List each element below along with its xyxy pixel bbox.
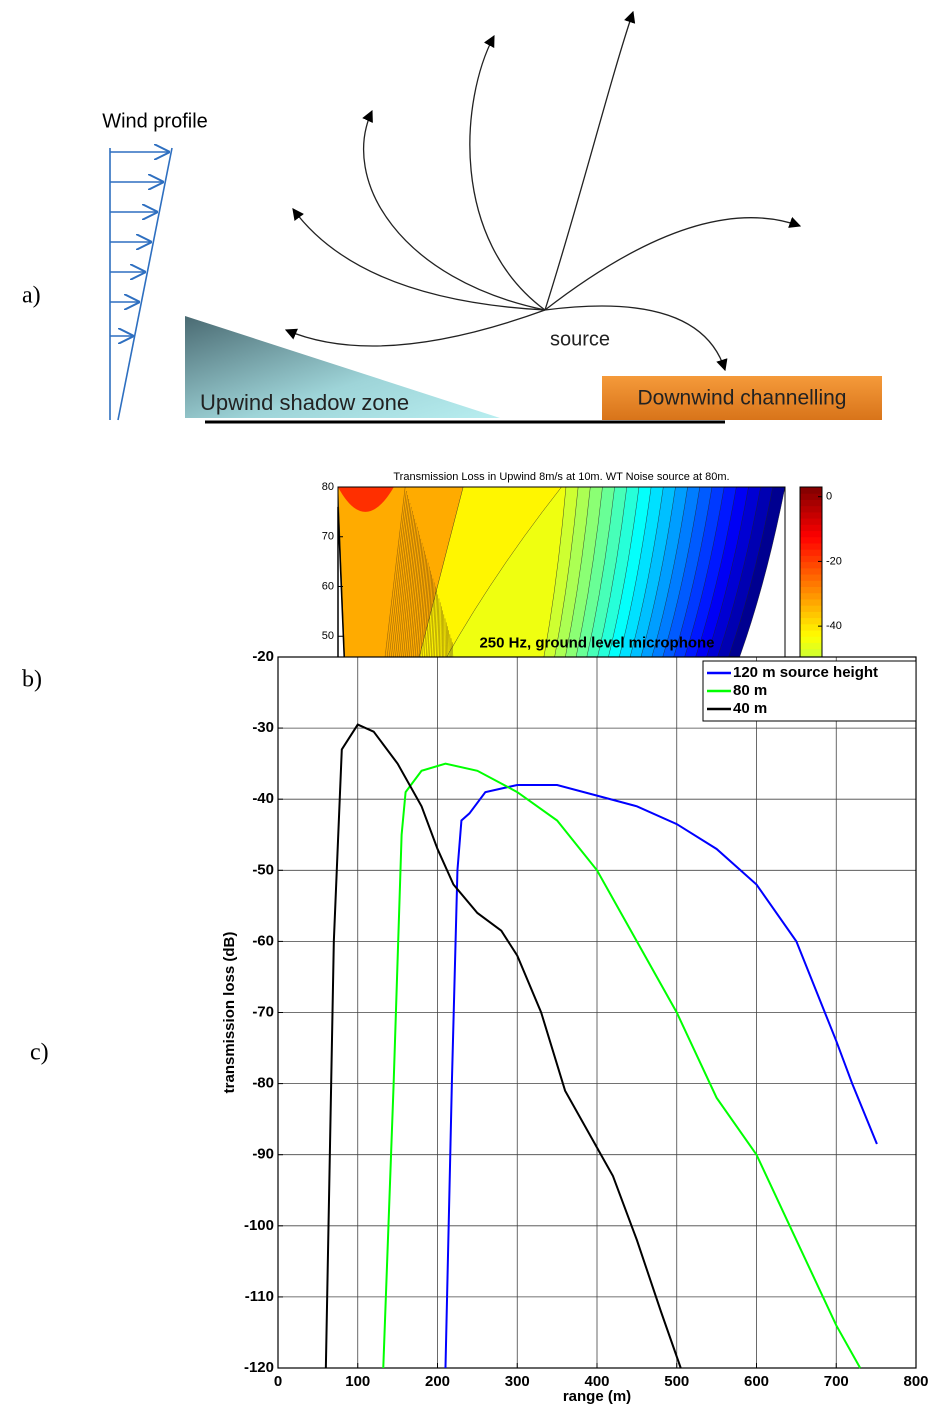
x-axis-label: range (m) [563,1388,631,1405]
y-tick-label: -80 [252,1075,274,1092]
y-tick-label: 80 [322,481,334,493]
y-tick-label: -30 [252,719,274,736]
colorbar-cell [800,599,822,606]
colorbar-tick-label: -20 [826,555,842,567]
x-tick-label: 500 [664,1373,689,1390]
colorbar-cell [800,524,822,531]
legend-label: 120 m source height [733,664,878,681]
colorbar-cell [800,568,822,575]
colorbar-cell [800,593,822,600]
x-tick-label: 300 [505,1373,530,1390]
colorbar-cell [800,499,822,506]
colorbar-cell [800,543,822,550]
colorbar-cell [800,580,822,587]
panel-label: c) [30,1040,49,1066]
x-tick-label: 600 [744,1373,769,1390]
colorbar-cell [800,562,822,569]
y-tick-label: -70 [252,1003,274,1020]
colorbar-cell [800,537,822,544]
colorbar-cell [800,611,822,618]
colorbar-cell [800,518,822,525]
y-tick-label: -50 [252,861,274,878]
y-tick-label: 50 [322,630,334,642]
y-tick-label: -120 [244,1359,274,1376]
colorbar-cell [800,506,822,513]
y-tick-label: -90 [252,1146,274,1163]
downwind-label: Downwind channelling [638,387,847,410]
legend-label: 80 m [733,682,767,699]
colorbar-cell [800,574,822,581]
chart-title: Transmission Loss in Upwind 8m/s at 10m.… [393,471,729,483]
y-tick-label: -20 [252,648,274,665]
source-label: source [550,328,610,350]
upwind-label: Upwind shadow zone [200,390,409,415]
wind-profile-label: Wind profile [102,110,208,132]
y-tick-label: -100 [244,1217,274,1234]
x-tick-label: 700 [824,1373,849,1390]
colorbar-tick-label: -40 [826,620,842,632]
colorbar-cell [800,649,822,656]
colorbar-cell [800,531,822,538]
y-axis-label: transmission loss (dB) [221,932,238,1094]
colorbar-cell [800,618,822,625]
wind-profile [110,148,172,420]
y-tick-label: 70 [322,531,334,543]
colorbar-cell [800,624,822,631]
colorbar-cell [800,512,822,519]
colorbar-cell [800,487,822,494]
y-tick-label: -40 [252,790,274,807]
colorbar-cell [800,549,822,556]
x-tick-label: 0 [274,1373,282,1390]
colorbar-cell [800,636,822,643]
panel-label: a) [22,283,41,309]
y-tick-label: 60 [322,580,334,592]
y-tick-label: -60 [252,932,274,949]
panel-label: b) [22,667,42,693]
colorbar-cell [800,642,822,649]
x-tick-label: 100 [345,1373,370,1390]
x-tick-label: 200 [425,1373,450,1390]
wind-diagram: Wind profile Upwind shadow zone Downwind… [102,12,882,422]
ray-paths [286,12,800,370]
x-tick-label: 800 [903,1373,928,1390]
colorbar-cell [800,587,822,594]
colorbar-tick-label: 0 [826,491,832,503]
chart-title: 250 Hz, ground level microphone [479,634,714,651]
colorbar-cell [800,605,822,612]
colorbar-cell [800,630,822,637]
y-tick-label: -110 [245,1288,274,1305]
legend-label: 40 m [733,700,767,717]
